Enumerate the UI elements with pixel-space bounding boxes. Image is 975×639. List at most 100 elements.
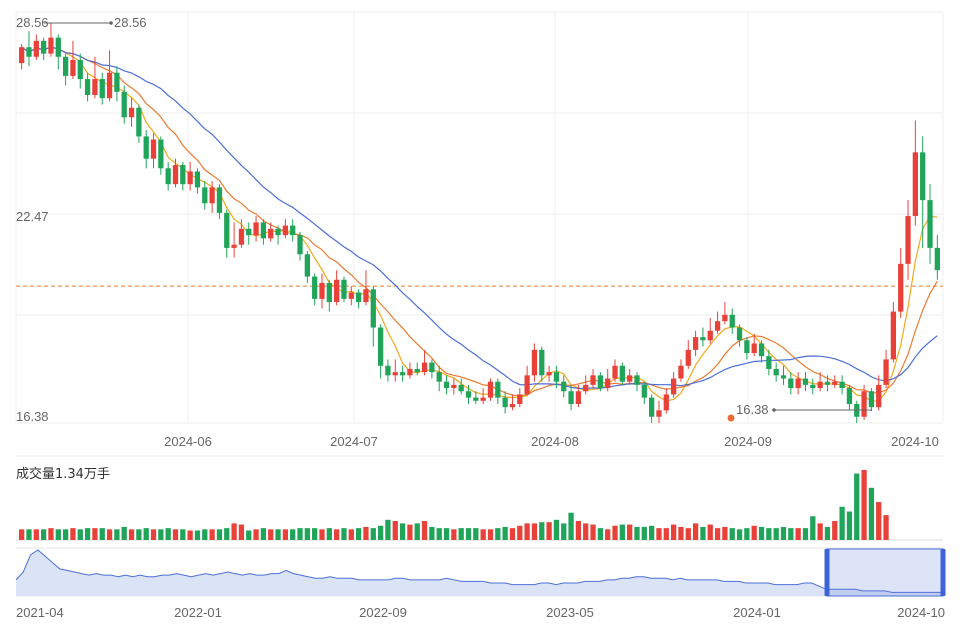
candle <box>736 324 743 347</box>
candle-body <box>238 228 245 245</box>
candle <box>385 359 391 382</box>
candle <box>539 346 545 382</box>
ma5-line <box>21 46 938 403</box>
candle <box>114 66 120 102</box>
candle <box>861 384 867 420</box>
candle <box>495 378 501 404</box>
navigator[interactable] <box>15 547 946 597</box>
volume-bar <box>758 526 765 540</box>
candle <box>766 349 772 376</box>
candle-body <box>436 372 442 382</box>
candle-body <box>136 107 142 137</box>
candle-body <box>172 165 179 185</box>
candle-body <box>634 375 640 385</box>
candle-body <box>451 384 457 389</box>
volume-bar <box>326 528 332 540</box>
x-axis-label: 2024-08 <box>531 434 579 449</box>
volume-bar <box>48 528 54 540</box>
volume-bar <box>158 529 164 540</box>
volume-bar <box>568 512 574 540</box>
volume-bar <box>41 529 47 540</box>
min-marker-label: 16.38 <box>736 402 769 417</box>
candle <box>583 375 589 395</box>
candle-body <box>736 327 743 341</box>
volume-bar <box>392 521 398 540</box>
candle-body <box>348 292 354 299</box>
candle <box>275 225 281 245</box>
volume-bar <box>678 526 684 540</box>
candle <box>282 219 289 239</box>
candles <box>19 23 940 424</box>
candle-body <box>766 356 772 369</box>
candle-body <box>26 47 32 57</box>
candle <box>246 222 252 245</box>
candle-body <box>795 378 801 389</box>
volume-bar <box>385 519 391 540</box>
volume-bar <box>370 528 376 540</box>
candle <box>297 231 303 261</box>
volume-bars <box>19 470 889 540</box>
candle <box>260 219 267 245</box>
volume-bar <box>106 529 113 540</box>
candle <box>487 378 494 401</box>
candle <box>627 368 633 385</box>
candle-body <box>165 168 171 185</box>
candle <box>773 362 779 382</box>
candle-body <box>934 247 940 271</box>
candle <box>290 219 296 242</box>
volume-bar <box>77 529 83 540</box>
candle-body <box>758 343 765 357</box>
candle-body <box>209 187 215 204</box>
candle-body <box>363 289 369 303</box>
candle <box>722 302 728 325</box>
candle <box>84 72 91 102</box>
candle-body <box>883 359 889 385</box>
volume-bar <box>304 528 310 540</box>
volume-bar <box>590 524 596 540</box>
volume-bar <box>363 526 369 540</box>
volume-bar <box>773 528 779 540</box>
candle <box>663 388 669 414</box>
candle <box>70 40 76 80</box>
volume-bar <box>795 528 801 540</box>
navigator-left-handle[interactable] <box>824 549 830 596</box>
candle <box>839 375 845 395</box>
navigator-right-handle[interactable] <box>940 549 946 596</box>
ma20-line <box>21 46 938 390</box>
volume-bar <box>670 524 677 540</box>
navigator-area-line <box>15 549 943 593</box>
volume-bar <box>421 521 428 540</box>
volume-bar <box>319 529 325 540</box>
candle-body <box>729 314 735 328</box>
volume-bar <box>414 523 420 540</box>
volume-bar <box>136 529 142 540</box>
candle <box>253 216 259 242</box>
volume-bar <box>399 523 406 540</box>
candle <box>854 400 860 424</box>
volume-bar <box>70 528 76 540</box>
candle <box>670 372 677 398</box>
volume-bar <box>348 529 354 540</box>
candle <box>128 98 135 127</box>
volume-bar <box>150 529 157 540</box>
volume-bar <box>707 524 713 540</box>
candle-body <box>84 79 91 95</box>
candle <box>231 222 237 258</box>
candle-body <box>77 59 83 80</box>
event-marker-dot <box>727 414 735 422</box>
volume-bar <box>355 528 362 540</box>
candle <box>121 85 127 124</box>
navigator-selected-window[interactable] <box>826 548 944 597</box>
volume-bar <box>121 526 127 540</box>
volume-bar <box>194 530 201 540</box>
volume-bar <box>465 528 472 540</box>
volume-bar <box>627 524 633 540</box>
volume-bar <box>297 528 303 540</box>
candle <box>407 362 413 379</box>
candle <box>509 394 516 411</box>
candle-body <box>590 375 596 385</box>
candle <box>656 400 662 424</box>
min-marker-dot <box>772 408 776 412</box>
